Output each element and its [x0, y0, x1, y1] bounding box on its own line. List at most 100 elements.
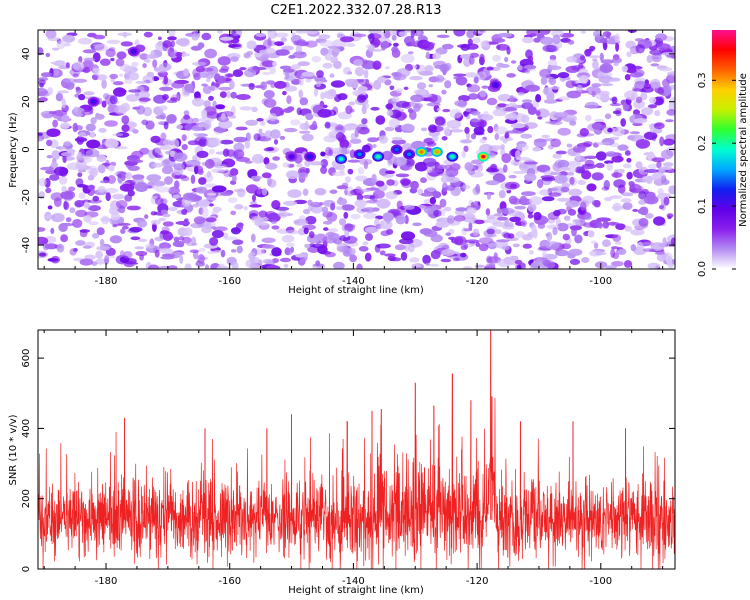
spectrogram-cell [232, 69, 244, 77]
spectrogram-cell [557, 222, 569, 232]
spectrogram-cell [305, 215, 317, 225]
spectrogram-cell [220, 249, 226, 258]
spectrogram-cell [504, 132, 510, 139]
spectrogram-cell [298, 227, 306, 236]
spectrogram-cell [634, 80, 647, 90]
spectrogram-cell [649, 96, 657, 104]
spectrogram-cell [83, 215, 92, 223]
spectrogram-cell [229, 168, 239, 177]
spectrogram-cell [472, 37, 481, 44]
spectrogram-cell [542, 44, 557, 53]
spectrogram-cell [222, 232, 229, 238]
spectrogram-cell [263, 98, 277, 108]
spectrogram-cell [233, 188, 244, 193]
spectrogram-cell [283, 212, 289, 216]
spectrogram-cell [232, 175, 237, 182]
spectrogram-cell [53, 197, 62, 208]
spectrogram-cell [584, 215, 593, 221]
spectrogram-cell [614, 33, 621, 44]
spectrogram-cell [543, 99, 558, 104]
spectrogram-cell [123, 31, 128, 38]
spectrogram-cell [120, 41, 133, 47]
spectrogram-cell [592, 60, 599, 70]
spectrogram-cell [284, 127, 298, 133]
spectrogram-cell [349, 254, 357, 263]
spectrogram-cell [303, 227, 309, 235]
spectrogram-cell [516, 143, 529, 151]
spectrogram-cell [354, 66, 365, 77]
spectrogram-cell [341, 204, 355, 211]
spectrogram-cell [299, 97, 309, 106]
spectrogram-cell [524, 122, 538, 129]
spectrogram-cell [536, 257, 543, 265]
spectrogram-cell [393, 42, 399, 47]
spectrogram-cell [510, 123, 526, 129]
spectrogram-cell [208, 95, 214, 101]
spectrogram-cell [567, 160, 582, 167]
spectrogram-cell [656, 160, 662, 169]
spectrogram-cell [509, 95, 514, 103]
spectrogram-cell [470, 133, 477, 140]
spectrogram-cell [95, 258, 106, 265]
spectrogram-cell [109, 255, 116, 259]
spectrogram-cell [347, 159, 361, 163]
spectrogram-cell [336, 206, 343, 211]
spectrogram-cell [343, 211, 349, 219]
spectrogram-cell [173, 251, 186, 256]
spectrogram-cell [45, 52, 51, 58]
spectrogram-cell [349, 138, 362, 144]
spectrogram-cell [66, 162, 81, 171]
spectrogram-cell [249, 201, 257, 205]
spectrogram-cell [198, 247, 206, 252]
spectrogram-cell [208, 148, 215, 155]
spectrogram-cell [314, 188, 327, 196]
spectrogram-xlabel: Height of straight line (km) [288, 285, 424, 296]
spectrogram-cell [259, 121, 266, 126]
spectrogram-cell [319, 40, 334, 47]
spectrogram-cell [584, 155, 598, 159]
spectrogram-cell [109, 73, 118, 80]
spectrogram-cell [219, 139, 234, 145]
spectrogram-cell [282, 162, 290, 168]
spectrogram-cell [53, 68, 60, 76]
spectrogram-cell [145, 54, 158, 59]
spectrogram-cell [38, 236, 49, 246]
spectrogram-cell [56, 90, 70, 94]
spectrogram-cell [550, 86, 560, 90]
spectrogram-cell [159, 145, 173, 150]
spectrogram-cell [220, 191, 233, 196]
spectrogram-cell [576, 84, 583, 93]
spectrogram-cell [154, 147, 161, 154]
spectrogram-cell [302, 208, 311, 215]
spectrogram-cell [38, 79, 46, 86]
spectrogram-cell [441, 249, 456, 256]
spectrogram-cell [361, 118, 368, 125]
spectrogram-cell [503, 106, 517, 112]
spectrogram-cell [481, 85, 489, 89]
spectrogram-cell [272, 156, 280, 161]
spectrogram-cell [516, 157, 531, 161]
spectrogram-cell [61, 98, 66, 109]
spectrogram-cell [665, 119, 674, 123]
spectrogram-cell [79, 258, 94, 266]
spectrogram-cell [143, 59, 151, 63]
spectrogram-cell [642, 175, 648, 183]
spectrogram-cell [539, 189, 550, 196]
spectrogram-cell [99, 238, 105, 247]
spectrogram-cell [284, 70, 290, 80]
spectrogram-cell [249, 204, 262, 208]
spectrogram-cell [193, 72, 202, 81]
spectrogram-cell [472, 228, 480, 237]
spectrogram-cell [362, 59, 368, 66]
spectrogram-cell [63, 42, 71, 47]
spectrogram-cell [660, 179, 670, 186]
spectrogram-cell [206, 171, 212, 178]
spectrogram-ytick-label: -40 [21, 237, 32, 253]
spectrogram-cell [375, 115, 386, 125]
spectrogram-cell [548, 187, 559, 191]
spectrogram-cell [384, 126, 395, 132]
spectrogram-cell [598, 222, 603, 229]
spectrogram-cell [129, 226, 143, 233]
spectrogram-cell [329, 189, 338, 194]
spectrogram-cell [280, 37, 287, 43]
